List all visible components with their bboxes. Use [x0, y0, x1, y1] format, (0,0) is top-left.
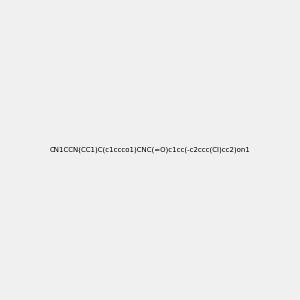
Text: CN1CCN(CC1)C(c1ccco1)CNC(=O)c1cc(-c2ccc(Cl)cc2)on1: CN1CCN(CC1)C(c1ccco1)CNC(=O)c1cc(-c2ccc(… [50, 147, 250, 153]
